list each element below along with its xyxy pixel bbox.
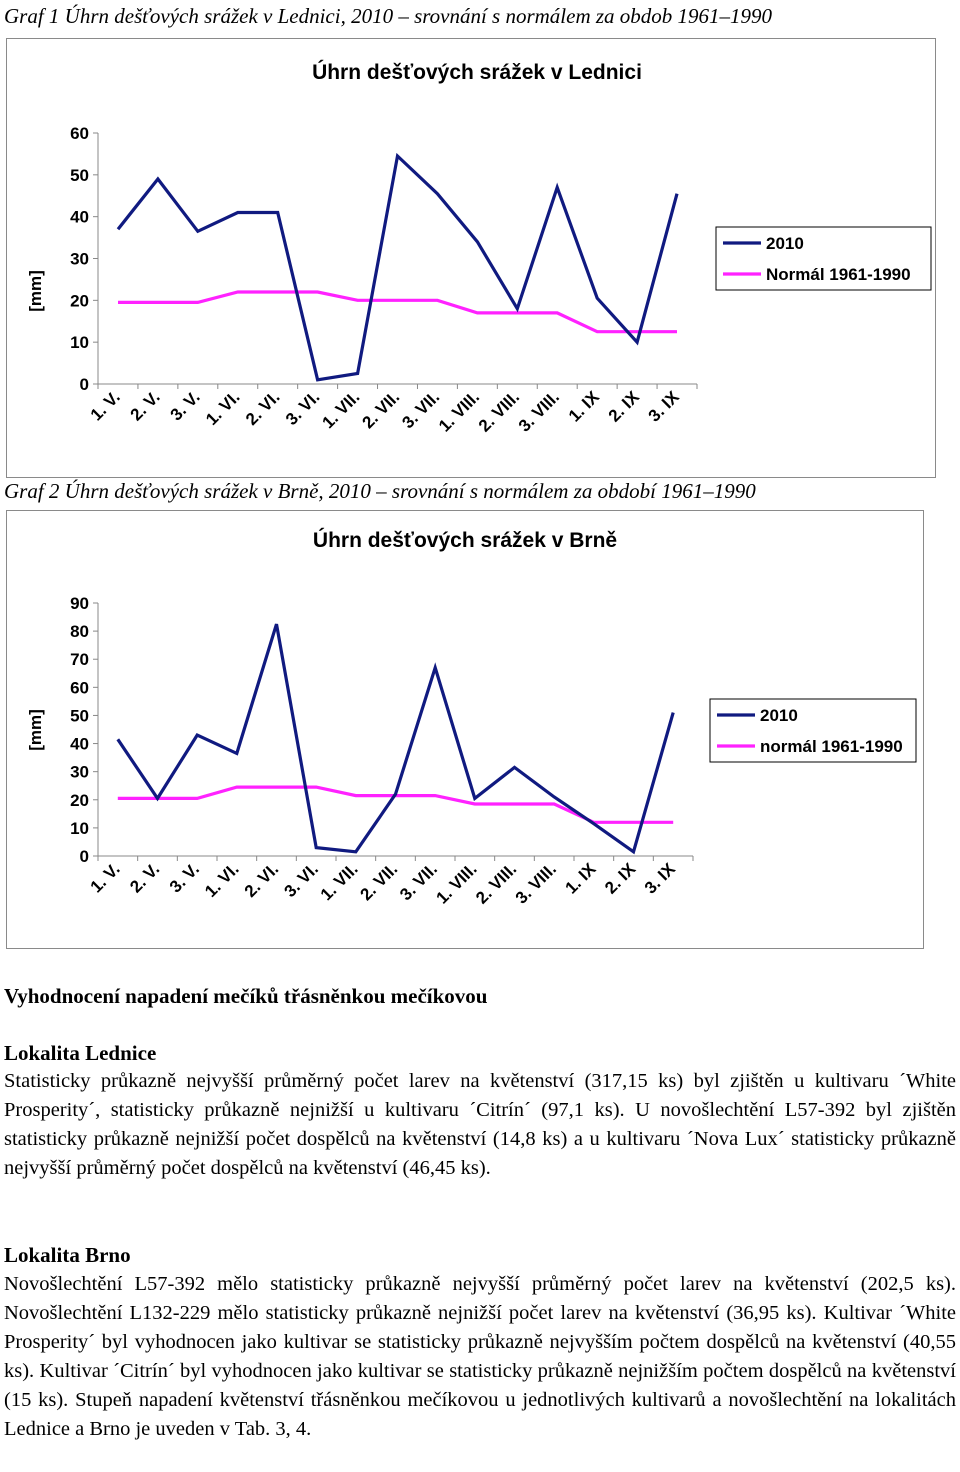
legend-label: Normál 1961-1990 [766, 265, 911, 284]
x-tick-label: 3. IX [645, 387, 684, 426]
y-tick-label: 50 [70, 706, 89, 725]
legend-box [709, 698, 917, 763]
x-tick-label: 3. V. [166, 859, 203, 896]
x-tick-label: 1. VII. [317, 859, 362, 904]
x-tick-label: 2. IX [605, 387, 644, 426]
x-tick-label: 2. VII. [358, 387, 403, 432]
x-tick-label: 1. VIII. [435, 387, 483, 435]
x-tick-label: 2. VI. [242, 387, 283, 428]
x-tick-label: 1. IX [562, 859, 601, 898]
x-tick-label: 2. VIII. [472, 859, 520, 907]
series-line-2010 [116, 623, 675, 855]
y-tick-label: 60 [70, 678, 89, 697]
y-tick-label: 10 [70, 333, 89, 352]
x-tick-label: 1. VII. [319, 387, 364, 432]
series-line-2010 [116, 152, 679, 382]
brno-paragraph: Novošlechtění L57-392 mělo statisticky p… [4, 1273, 956, 1440]
chart-title: Úhrn dešťových srážek v Lednici [312, 60, 642, 84]
x-tick-label: 3. VI. [280, 859, 321, 900]
legend-label: 2010 [760, 706, 798, 725]
x-tick-label: 1. VI. [202, 387, 243, 428]
y-tick-label: 0 [80, 847, 89, 866]
y-tick-label: 90 [70, 594, 89, 613]
x-tick-label: 1. VIII. [432, 859, 480, 907]
x-tick-label: 2. VIII. [475, 387, 523, 435]
x-tick-label: 2. VII. [356, 859, 401, 904]
graf1-caption: Graf 1 Úhrn dešťových srážek v Lednici, … [4, 4, 773, 28]
series-line-normal [118, 290, 677, 334]
x-tick-label: 2. V. [127, 387, 164, 424]
x-tick-label: 2. VI. [241, 859, 282, 900]
brno-heading: Lokalita Brno [4, 1243, 131, 1267]
x-tick-label: 3. VIII. [512, 859, 560, 907]
x-tick-label: 3. VII. [398, 387, 443, 432]
x-tick-label: 3. VIII. [515, 387, 563, 435]
chart-lednice-svg: Úhrn dešťových srážek v Lednici [mm] 0 10 20… [26, 60, 932, 436]
x-tick-label: 1. V. [87, 859, 124, 896]
graf2-caption: Graf 2 Úhrn dešťových srážek v Brně, 201… [4, 479, 756, 503]
lednice-paragraph: Statisticky průkazně nejvyšší průměrný p… [4, 1070, 956, 1179]
x-tick-label: 3. V. [167, 387, 204, 424]
chart-lednice: Úhrn dešťových srážek v Lednici [mm] 0 10 20… [6, 38, 936, 478]
x-tick-label: 3. VII. [396, 859, 441, 904]
y-tick-label: 50 [70, 166, 89, 185]
y-tick-label: 30 [70, 763, 89, 782]
y-tick-label: 10 [70, 819, 89, 838]
legend-label: 2010 [766, 234, 804, 253]
y-tick-label: 30 [70, 250, 89, 269]
x-tick-label: 1. IX [565, 387, 604, 426]
x-tick-label: 2. IX [601, 859, 640, 898]
lednice-heading: Lokalita Lednice [4, 1041, 157, 1065]
x-tick-label: 3. IX [641, 859, 680, 898]
x-tick-label: 1. V. [87, 387, 124, 424]
y-axis-label: [mm] [26, 270, 45, 312]
x-tick-label: 3. VI. [282, 387, 323, 428]
chart-brno-svg: Úhrn dešťových srážek v Brně [mm] 0 10 20 30 4… [26, 528, 917, 908]
y-tick-label: 80 [70, 622, 89, 641]
chart-brno: Úhrn dešťových srážek v Brně [mm] 0 10 20 30 4… [6, 510, 924, 949]
y-tick-label: 40 [70, 208, 89, 227]
legend-label: normál 1961-1990 [760, 737, 903, 756]
section-heading: Vyhodnocení napadení mečíků třásněnkou m… [4, 984, 488, 1008]
legend-box [715, 226, 932, 291]
chart-title: Úhrn dešťových srážek v Brně [313, 528, 617, 552]
y-tick-label: 20 [70, 791, 89, 810]
y-tick-label: 40 [70, 735, 89, 754]
y-tick-label: 60 [70, 124, 89, 143]
y-tick-label: 0 [80, 375, 89, 394]
x-tick-label: 1. VI. [201, 859, 242, 900]
y-tick-label: 70 [70, 650, 89, 669]
x-tick-label: 2. V. [126, 859, 163, 896]
y-axis-label: [mm] [26, 709, 45, 751]
y-tick-label: 20 [70, 291, 89, 310]
